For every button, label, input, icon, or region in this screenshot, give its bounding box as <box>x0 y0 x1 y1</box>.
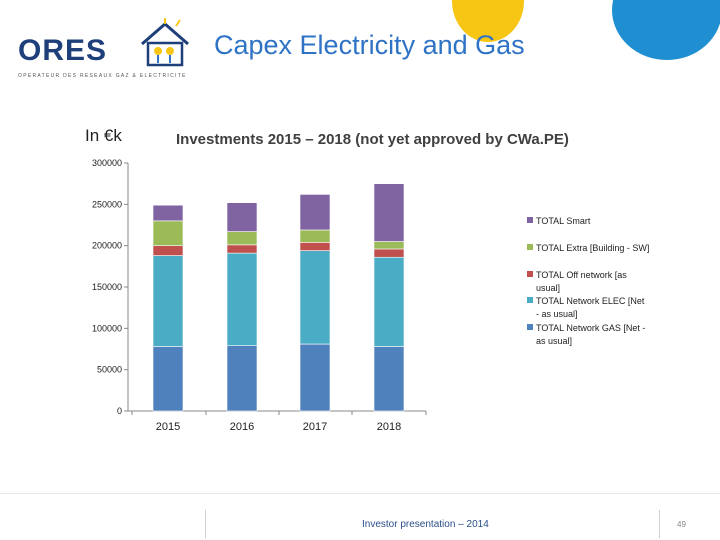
bar-segment <box>152 204 184 222</box>
bar-segment <box>373 241 405 250</box>
x-tick-label: 2017 <box>303 421 327 433</box>
footer-text: Investor presentation – 2014 <box>362 519 489 530</box>
house-icon <box>141 18 189 67</box>
x-tick-label: 2018 <box>377 421 401 433</box>
legend-swatch <box>527 324 533 330</box>
bar-segment <box>152 255 184 347</box>
bar-segment <box>226 202 258 232</box>
logo-wordmark: ORES <box>18 34 108 67</box>
slide-title: Capex Electricity and Gas <box>214 30 525 60</box>
y-tick-label: 250000 <box>92 199 122 209</box>
y-tick-label: 300000 <box>92 158 122 168</box>
y-tick-label: 150000 <box>92 282 122 292</box>
bar-segment <box>299 343 331 412</box>
legend-swatch <box>527 244 533 250</box>
legend-swatch <box>527 217 533 223</box>
x-tick-label: 2016 <box>230 421 254 433</box>
logo-tagline: OPERATEUR DES RESEAUX GAZ & ELECTRICITE <box>18 73 187 79</box>
bar-segment <box>152 220 184 246</box>
bar-segment <box>152 346 184 412</box>
legend-label: TOTAL Network GAS [Net -as usual] <box>536 323 645 346</box>
bar-segment <box>152 245 184 256</box>
footer-separator <box>659 510 660 538</box>
legend-label: TOTAL Off network [as usual] <box>536 270 627 293</box>
legend-swatch <box>527 297 533 303</box>
legend-label: TOTAL Extra [Building - SW] <box>536 243 649 253</box>
footer-divider <box>0 493 720 494</box>
legend-swatch <box>527 271 533 277</box>
bar-segment <box>373 248 405 258</box>
bar-segment <box>299 250 331 345</box>
y-tick-label: 0 <box>117 406 122 416</box>
x-tick-label: 2015 <box>156 421 180 433</box>
bar-segment <box>226 345 258 412</box>
ores-logo: ORES OPERATEUR DES RESEAUX GAZ & ELECTRI… <box>18 18 189 84</box>
chart-title: Investments 2015 – 2018 (not yet approve… <box>176 131 569 148</box>
bar-segment <box>373 256 405 347</box>
bar-segment <box>373 346 405 412</box>
bar-segment <box>373 183 405 242</box>
y-tick-label: 50000 <box>97 365 122 375</box>
y-tick-label: 100000 <box>92 323 122 333</box>
legend-label: TOTAL Smart <box>536 216 591 226</box>
bar-segment <box>226 244 258 254</box>
y-tick-label: 200000 <box>92 241 122 251</box>
legend-label: TOTAL Network ELEC [Net - as usual] <box>536 296 645 319</box>
bar-segment <box>299 194 331 231</box>
bar-segment <box>226 231 258 246</box>
bar-segment <box>299 242 331 251</box>
page-number: 49 <box>677 520 686 529</box>
bar-segment <box>299 229 331 243</box>
bar-segment <box>226 252 258 346</box>
unit-label: In €k <box>85 126 122 145</box>
footer-separator <box>205 510 206 538</box>
